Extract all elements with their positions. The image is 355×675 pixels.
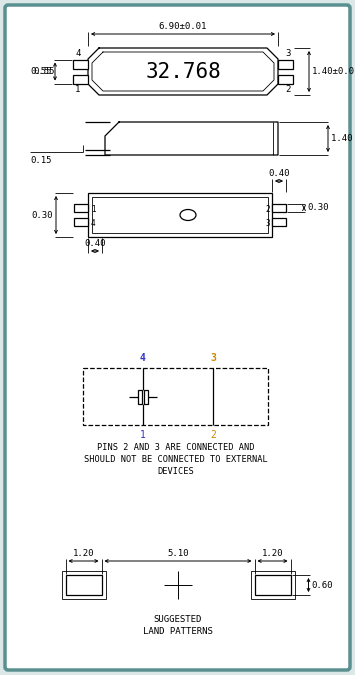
Text: 0.30: 0.30 — [32, 211, 53, 219]
Polygon shape — [105, 122, 278, 155]
Text: 1.20: 1.20 — [262, 549, 283, 558]
Bar — [88, 193, 272, 237]
Text: 0.40: 0.40 — [268, 169, 290, 178]
Text: 4: 4 — [75, 49, 80, 59]
Text: 0.40: 0.40 — [84, 239, 106, 248]
Bar — [138, 389, 142, 404]
Text: 0.60: 0.60 — [311, 580, 333, 589]
Bar — [83, 368, 268, 425]
Text: 2: 2 — [266, 205, 270, 214]
Text: 2: 2 — [210, 430, 216, 440]
Bar — [251, 571, 295, 599]
Bar — [66, 575, 102, 595]
Text: 0.55: 0.55 — [31, 67, 52, 76]
FancyBboxPatch shape — [5, 5, 350, 670]
Bar — [73, 59, 88, 68]
Text: 6.90±0.01: 6.90±0.01 — [159, 22, 207, 31]
Bar — [92, 197, 268, 233]
Text: 1.40 MAX: 1.40 MAX — [331, 134, 355, 143]
Bar — [144, 389, 148, 404]
Ellipse shape — [180, 209, 196, 221]
Bar — [74, 204, 88, 212]
Bar — [278, 59, 293, 68]
Text: 5.10: 5.10 — [167, 549, 189, 558]
Text: 4: 4 — [140, 353, 146, 363]
Text: 32.768: 32.768 — [145, 61, 221, 82]
Text: SUGGESTED: SUGGESTED — [154, 615, 202, 624]
Text: SHOULD NOT BE CONNECTED TO EXTERNAL: SHOULD NOT BE CONNECTED TO EXTERNAL — [84, 455, 267, 464]
Bar — [255, 575, 290, 595]
Text: 3: 3 — [266, 219, 270, 228]
Bar — [61, 571, 105, 599]
Text: 0.15: 0.15 — [30, 156, 51, 165]
Text: 4: 4 — [91, 219, 95, 228]
Bar — [74, 218, 88, 226]
Text: 2: 2 — [286, 84, 291, 94]
Text: PINS 2 AND 3 ARE CONNECTED AND: PINS 2 AND 3 ARE CONNECTED AND — [97, 443, 254, 452]
Bar — [278, 74, 293, 84]
Bar — [73, 74, 88, 84]
Text: 3: 3 — [286, 49, 291, 59]
Text: 1: 1 — [75, 84, 80, 94]
Text: 1: 1 — [140, 430, 146, 440]
Polygon shape — [88, 48, 278, 95]
Text: 0.30: 0.30 — [307, 203, 328, 213]
Bar — [272, 204, 286, 212]
Text: 1.20: 1.20 — [73, 549, 94, 558]
Text: LAND PATTERNS: LAND PATTERNS — [143, 627, 213, 636]
Text: 0.55: 0.55 — [33, 67, 55, 76]
Text: 3: 3 — [210, 353, 216, 363]
Text: 1.40±0.01: 1.40±0.01 — [312, 67, 355, 76]
Text: 1: 1 — [91, 205, 95, 214]
Text: DEVICES: DEVICES — [157, 467, 194, 476]
Bar — [272, 218, 286, 226]
